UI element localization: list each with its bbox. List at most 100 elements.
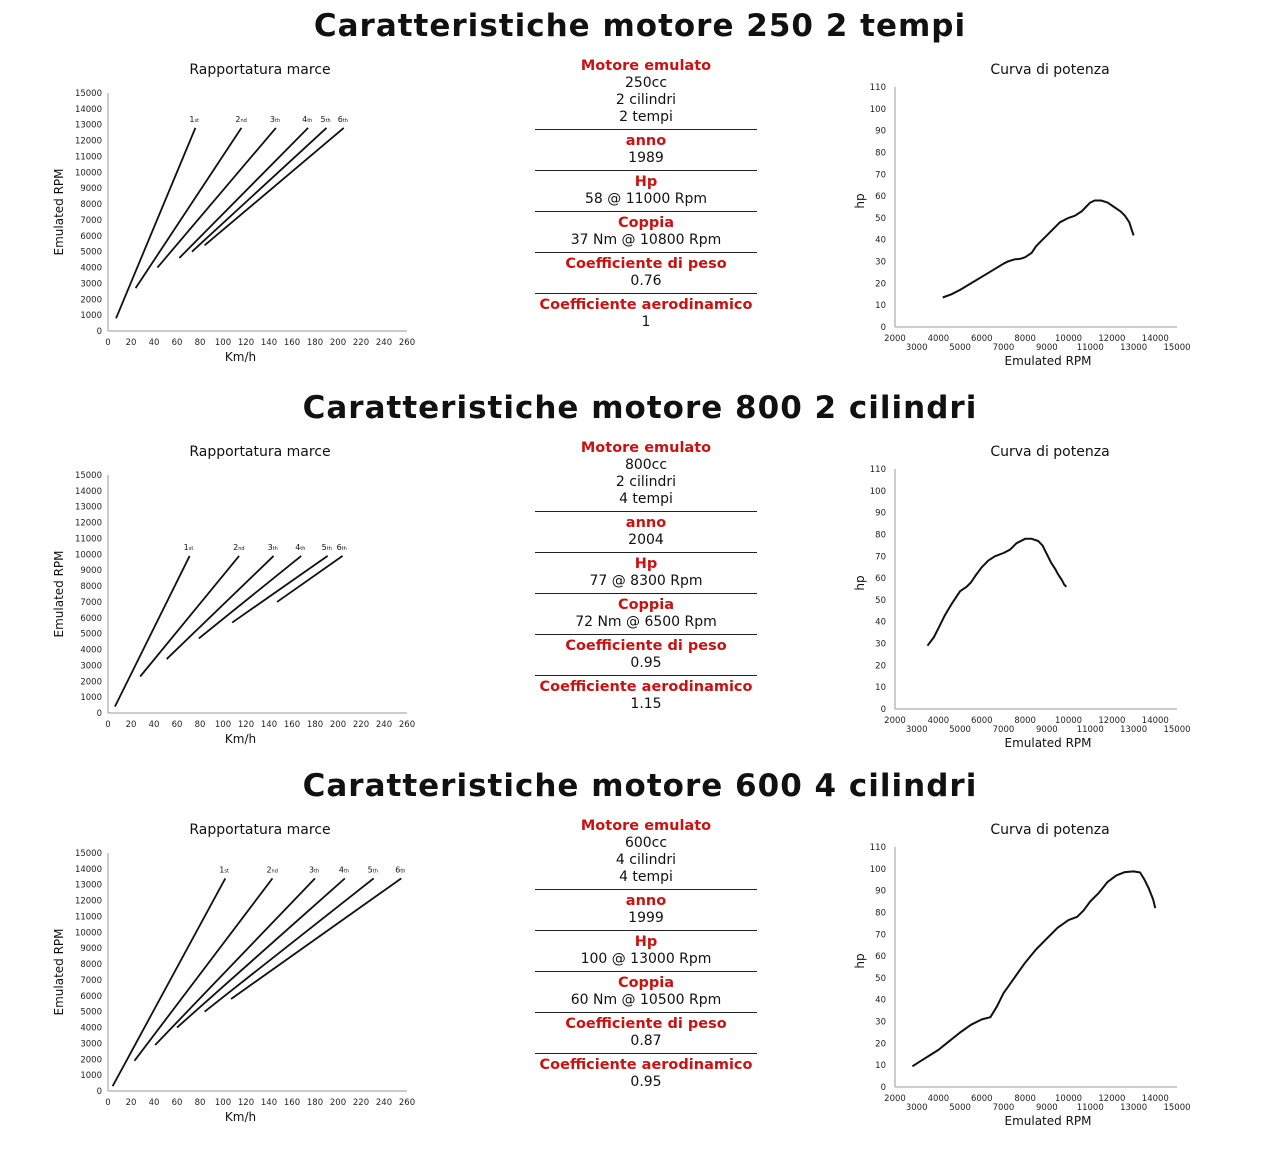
- y-tick-label: 10: [875, 301, 886, 311]
- gear-label-number: 1: [219, 865, 224, 874]
- x-tick-label: 140: [261, 1098, 277, 1108]
- spec-label: Hp: [634, 934, 658, 950]
- y-tick-label: 0: [97, 1087, 102, 1097]
- x-tick-label: 0: [105, 338, 110, 348]
- gear-label-5th: 5th: [322, 543, 332, 552]
- y-tick-label: 7000: [80, 598, 102, 608]
- y-tick-label: 90: [875, 887, 886, 897]
- gear-line-4th: [178, 127, 309, 259]
- y-tick-label: 70: [875, 552, 886, 562]
- x-tick-label: 11000: [1077, 725, 1104, 735]
- y-axis-label: Emulated RPM: [52, 550, 66, 637]
- gear-line-5th: [191, 127, 328, 253]
- x-tick-label: 12000: [1098, 716, 1125, 726]
- gear-ratio-chart: 0100020003000400050006000700080009000100…: [52, 849, 415, 1124]
- y-tick-label: 4000: [80, 646, 102, 656]
- spec-value: 0.76: [630, 273, 662, 289]
- x-axis-label: Km/h: [225, 732, 256, 746]
- x-tick-label: 4000: [928, 1094, 950, 1104]
- spec-label: Coefficiente di peso: [565, 1016, 727, 1032]
- spec-label: anno: [625, 515, 667, 531]
- engine-section-800: Caratteristiche motore 800 2 cilindri Ra…: [0, 382, 1280, 762]
- section-title: Caratteristiche motore 600 4 cilindri: [302, 768, 978, 804]
- x-tick-label: 80: [195, 338, 206, 348]
- gear-label-number: 6: [338, 115, 343, 124]
- spec-value: 4 cilindri: [615, 852, 677, 868]
- x-tick-label: 8000: [1014, 334, 1036, 344]
- gear-line-3rd: [156, 127, 277, 269]
- gear-label-1st: 1st: [189, 115, 199, 124]
- spec-weight-coefficient: Coefficiente di peso 0.87: [535, 1013, 757, 1054]
- x-tick-label: 14000: [1142, 716, 1169, 726]
- gear-label-suffix: nd: [272, 868, 278, 874]
- spec-value: 0.87: [630, 1033, 662, 1049]
- gear-ratio-chart: 0100020003000400050006000700080009000100…: [52, 89, 415, 364]
- x-tick-label: 220: [353, 720, 369, 730]
- spec-label: anno: [625, 893, 667, 909]
- x-tick-label: 14000: [1142, 1094, 1169, 1104]
- gear-label-number: 2: [266, 865, 271, 874]
- spec-value: 1: [641, 314, 651, 330]
- gear-label-5th: 5th: [368, 865, 378, 874]
- x-tick-label: 0: [105, 1098, 110, 1108]
- y-tick-label: 70: [875, 930, 886, 940]
- x-tick-label: 9000: [1036, 343, 1058, 353]
- spec-label: Hp: [634, 556, 658, 572]
- y-tick-label: 7000: [80, 976, 102, 986]
- gear-chart-title: Rapportatura marce: [189, 822, 331, 838]
- x-tick-label: 260: [399, 720, 415, 730]
- y-tick-label: 80: [875, 908, 886, 918]
- gear-label-number: 5: [368, 865, 373, 874]
- power-chart-title: Curva di potenza: [990, 822, 1110, 838]
- x-tick-label: 140: [261, 338, 277, 348]
- gear-line-6th: [204, 127, 345, 247]
- x-tick-label: 6000: [971, 716, 993, 726]
- spec-hp: Hp 100 @ 13000 Rpm: [535, 931, 757, 972]
- y-tick-label: 80: [875, 148, 886, 158]
- x-tick-label: 220: [353, 1098, 369, 1108]
- y-tick-label: 4000: [80, 264, 102, 274]
- spec-label: anno: [625, 133, 667, 149]
- gear-label-suffix: th: [343, 118, 348, 124]
- spec-label: Coefficiente aerodinamico: [539, 1057, 753, 1073]
- gear-line-6th: [276, 555, 344, 603]
- spec-aero-coefficient: Coefficiente aerodinamico 1.15: [535, 676, 757, 716]
- y-tick-label: 3000: [80, 661, 102, 671]
- y-tick-label: 50: [875, 596, 886, 606]
- y-tick-label: 1000: [80, 1071, 102, 1081]
- spec-value: 0.95: [630, 655, 662, 671]
- y-tick-label: 5000: [80, 1008, 102, 1018]
- gear-label-2nd: 2nd: [235, 115, 246, 124]
- gear-label-number: 6: [337, 543, 342, 552]
- y-axis-label: hp: [853, 193, 867, 208]
- x-tick-label: 2000: [884, 716, 906, 726]
- x-tick-label: 180: [307, 1098, 323, 1108]
- x-tick-label: 240: [376, 720, 392, 730]
- x-tick-label: 11000: [1077, 1103, 1104, 1113]
- x-tick-label: 80: [195, 1098, 206, 1108]
- gear-chart-title: Rapportatura marce: [189, 62, 331, 78]
- spec-year: anno 1989: [535, 130, 757, 171]
- section-title: Caratteristiche motore 250 2 tempi: [313, 8, 967, 44]
- power-curve-chart: 0 10 20 30 40 50 60 70 80 90 100 110 2000 4000 6000 800…: [853, 83, 1191, 368]
- y-tick-label: 30: [875, 258, 886, 268]
- x-tick-label: 7000: [993, 725, 1015, 735]
- y-tick-label: 9000: [80, 184, 102, 194]
- spec-value: 0.95: [630, 1074, 662, 1090]
- gear-label-suffix: th: [326, 118, 331, 124]
- gear-label-suffix: st: [194, 118, 199, 124]
- x-tick-label: 160: [284, 1098, 300, 1108]
- gear-label-number: 4: [339, 865, 344, 874]
- engine-section-250: Caratteristiche motore 250 2 tempi Rappo…: [0, 0, 1280, 380]
- engine-specs: Motore emulato 600cc 4 cilindri 4 tempi …: [535, 815, 757, 1094]
- gear-label-6th: 6th: [338, 115, 348, 124]
- gear-label-number: 2: [235, 115, 240, 124]
- spec-year: anno 1999: [535, 890, 757, 931]
- x-tick-label: 260: [399, 1098, 415, 1108]
- spec-year: anno 2004: [535, 512, 757, 553]
- y-tick-label: 12000: [75, 137, 102, 147]
- x-tick-label: 13000: [1120, 1103, 1147, 1113]
- engine-specs: Motore emulato 800cc 2 cilindri 4 tempi …: [535, 437, 757, 716]
- x-tick-label: 140: [261, 720, 277, 730]
- y-tick-label: 0: [881, 1083, 886, 1093]
